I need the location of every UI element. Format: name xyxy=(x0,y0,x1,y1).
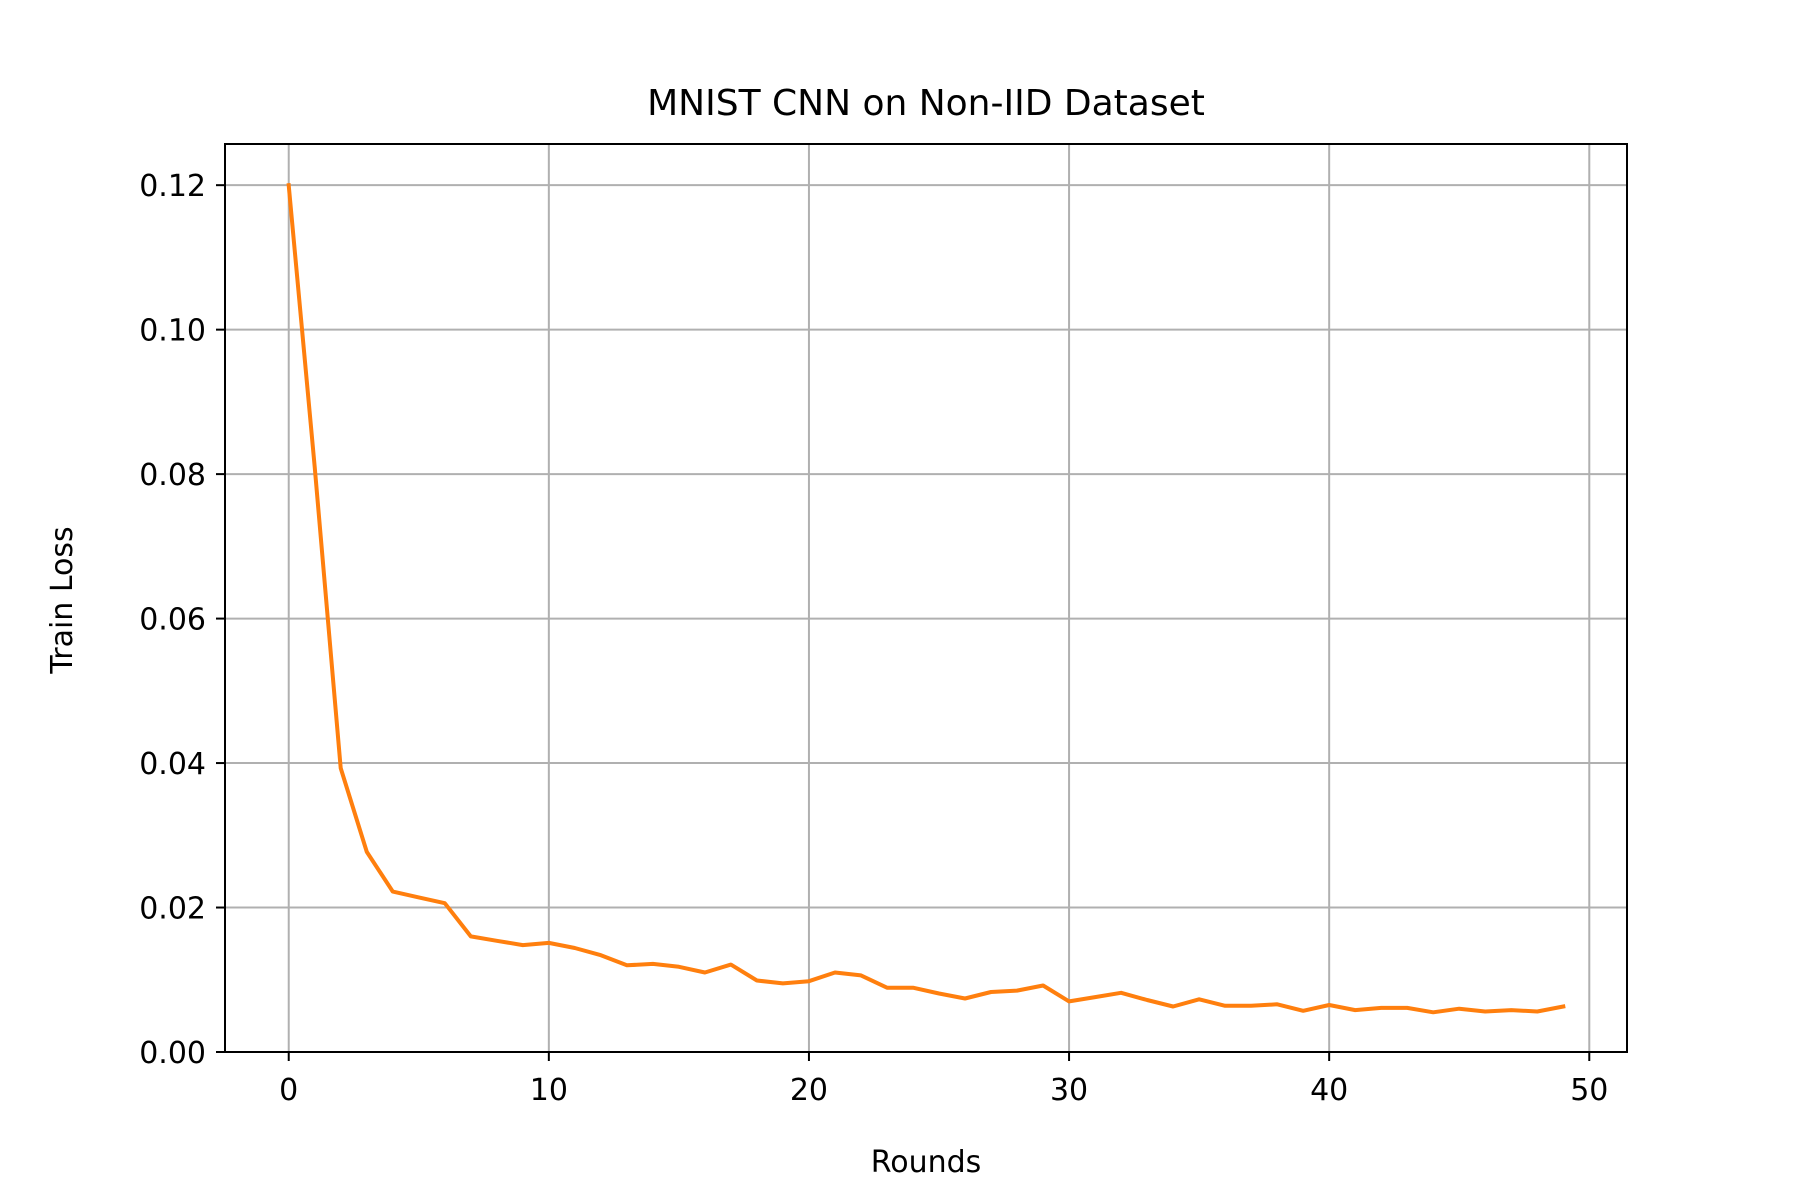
series-layer xyxy=(286,183,1566,1015)
x-tick-label: 10 xyxy=(530,1073,568,1108)
x-axis-label: Rounds xyxy=(871,1145,982,1180)
y-axis-label: Train Loss xyxy=(45,526,80,674)
y-tick-label: 0.00 xyxy=(139,1036,206,1071)
y-tick-label: 0.12 xyxy=(139,169,206,204)
x-tick-label: 30 xyxy=(1050,1073,1088,1108)
series-line xyxy=(286,183,1566,1015)
x-tick-label: 40 xyxy=(1310,1073,1348,1108)
ticks: 0 10 20 30 40 50 0.00 0.02 0.04 0.06 0.08 0.10 0.12 xyxy=(139,169,1608,1108)
y-tick-label: 0.02 xyxy=(139,892,206,927)
y-tick-label: 0.04 xyxy=(139,747,206,782)
grid xyxy=(225,144,1627,1053)
x-tick-label: 20 xyxy=(790,1073,828,1108)
x-tick-label: 50 xyxy=(1570,1073,1608,1108)
plot-frame xyxy=(224,143,1628,1053)
chart-title: MNIST CNN on Non-IID Dataset xyxy=(647,83,1205,124)
y-tick-label: 0.06 xyxy=(139,603,206,638)
x-tick-label: 0 xyxy=(279,1073,298,1108)
y-tick-label: 0.10 xyxy=(139,314,206,349)
y-tick-label: 0.08 xyxy=(139,458,206,493)
